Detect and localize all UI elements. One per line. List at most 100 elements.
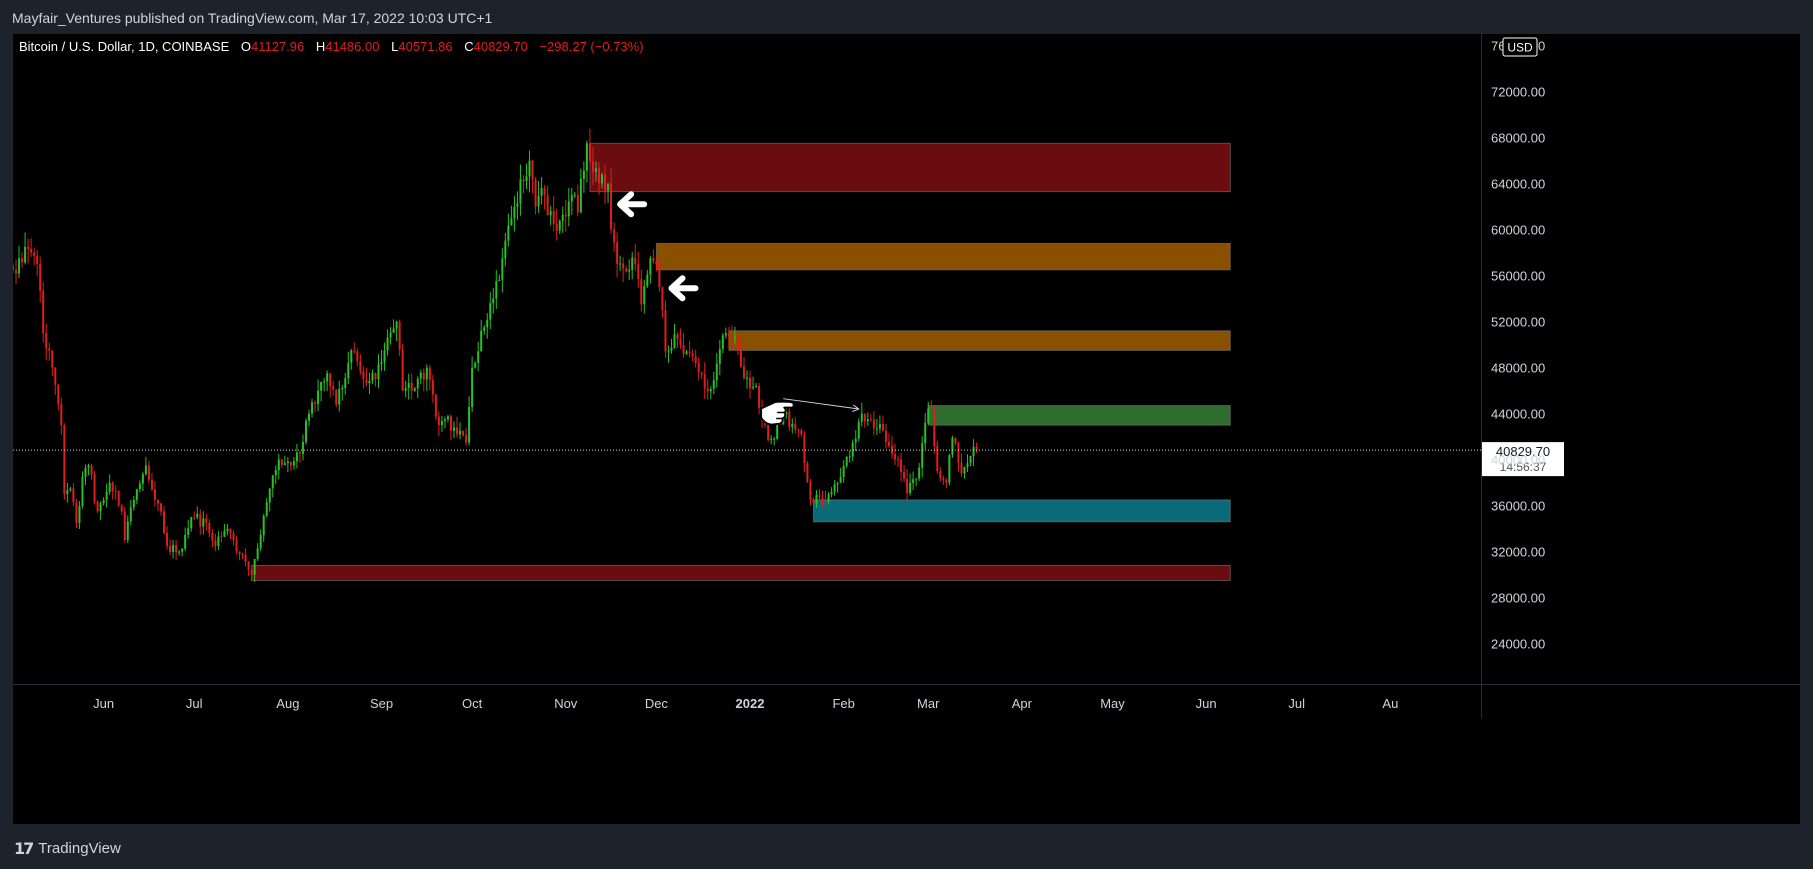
- candle: [350, 348, 353, 370]
- candle: [561, 206, 564, 234]
- candle: [646, 269, 649, 288]
- candle-body: [848, 456, 851, 458]
- candle-body: [924, 422, 927, 444]
- candle-body: [214, 540, 217, 546]
- candle-body: [250, 569, 253, 575]
- zone-rect: [251, 565, 1231, 581]
- candle-body: [752, 387, 755, 389]
- candle: [830, 487, 833, 498]
- candle: [244, 548, 247, 567]
- candle: [129, 499, 132, 526]
- candle-body: [48, 348, 51, 351]
- publish-info: Mayfair_Ventures published on TradingVie…: [12, 10, 493, 26]
- candle: [150, 472, 153, 492]
- candle: [465, 427, 468, 446]
- candle: [274, 465, 277, 485]
- candle: [401, 343, 404, 392]
- candle: [217, 531, 220, 550]
- candle-body: [69, 488, 72, 491]
- candle: [770, 435, 773, 445]
- candle-body: [758, 386, 761, 408]
- candle: [794, 417, 797, 434]
- candle: [676, 332, 679, 349]
- candle: [739, 341, 742, 368]
- candle: [966, 454, 969, 473]
- candle: [178, 549, 181, 556]
- candle: [193, 511, 196, 520]
- candle-body: [404, 387, 407, 391]
- tradingview-brand[interactable]: 17 TradingView: [14, 839, 121, 858]
- candle: [453, 421, 456, 439]
- candle: [57, 383, 60, 411]
- candle-body: [661, 287, 664, 311]
- candle: [733, 326, 736, 345]
- candle-body: [150, 479, 153, 490]
- candle-body: [815, 494, 818, 504]
- candle-body: [320, 381, 323, 391]
- candle: [658, 253, 661, 292]
- candle-body: [383, 350, 386, 363]
- candle: [558, 219, 561, 235]
- axes-layer: 76000.0072000.0068000.0064000.0060000.00…: [13, 34, 1800, 718]
- candle: [906, 469, 909, 503]
- candle: [900, 452, 903, 482]
- candle-body: [773, 438, 776, 440]
- candle-body: [141, 474, 144, 484]
- candle: [48, 342, 51, 361]
- candle-body: [567, 201, 570, 217]
- candle: [54, 367, 57, 396]
- candle: [446, 414, 449, 423]
- candle-body: [570, 195, 573, 202]
- candle-body: [803, 434, 806, 464]
- x-tick-label: Jun: [1196, 696, 1217, 711]
- candle-body: [259, 535, 262, 549]
- candle-body: [335, 389, 338, 405]
- candle-body: [33, 252, 36, 256]
- candle: [292, 456, 295, 470]
- candle: [256, 543, 259, 562]
- candle-body: [247, 561, 250, 570]
- candle: [519, 164, 522, 216]
- candle-body: [866, 419, 869, 422]
- candle-body: [631, 257, 634, 270]
- candle: [591, 146, 594, 186]
- candle-body: [317, 390, 320, 404]
- candle: [323, 377, 326, 392]
- candle-body: [332, 386, 335, 390]
- candle: [640, 269, 643, 312]
- candle: [652, 249, 655, 264]
- candle-body: [706, 388, 709, 392]
- candle-body: [845, 456, 848, 466]
- candle-body: [193, 517, 196, 519]
- candle-body: [918, 467, 921, 479]
- candle-body: [640, 279, 643, 305]
- candle: [881, 415, 884, 432]
- candle: [513, 196, 516, 232]
- candle: [223, 523, 226, 537]
- candle-body: [135, 489, 138, 500]
- candle-body: [875, 428, 878, 430]
- candle-body: [153, 489, 156, 500]
- candle-body: [582, 170, 585, 179]
- candle-body: [468, 406, 471, 443]
- x-tick-label: Oct: [462, 696, 483, 711]
- candle: [679, 328, 682, 349]
- candle-body: [371, 373, 374, 381]
- candle-body: [57, 384, 60, 405]
- candle-body: [975, 446, 978, 451]
- candle-body: [392, 328, 395, 333]
- candle: [570, 187, 573, 215]
- candle: [528, 150, 531, 193]
- candle-body: [767, 424, 770, 440]
- candle: [60, 397, 63, 435]
- candle: [649, 255, 652, 284]
- candle: [63, 423, 66, 500]
- candle: [604, 164, 607, 204]
- candle-body: [268, 488, 271, 503]
- last-price-badge-box: [1482, 442, 1564, 477]
- candle-body: [489, 303, 492, 320]
- candle: [673, 323, 676, 349]
- candle-body: [413, 388, 416, 391]
